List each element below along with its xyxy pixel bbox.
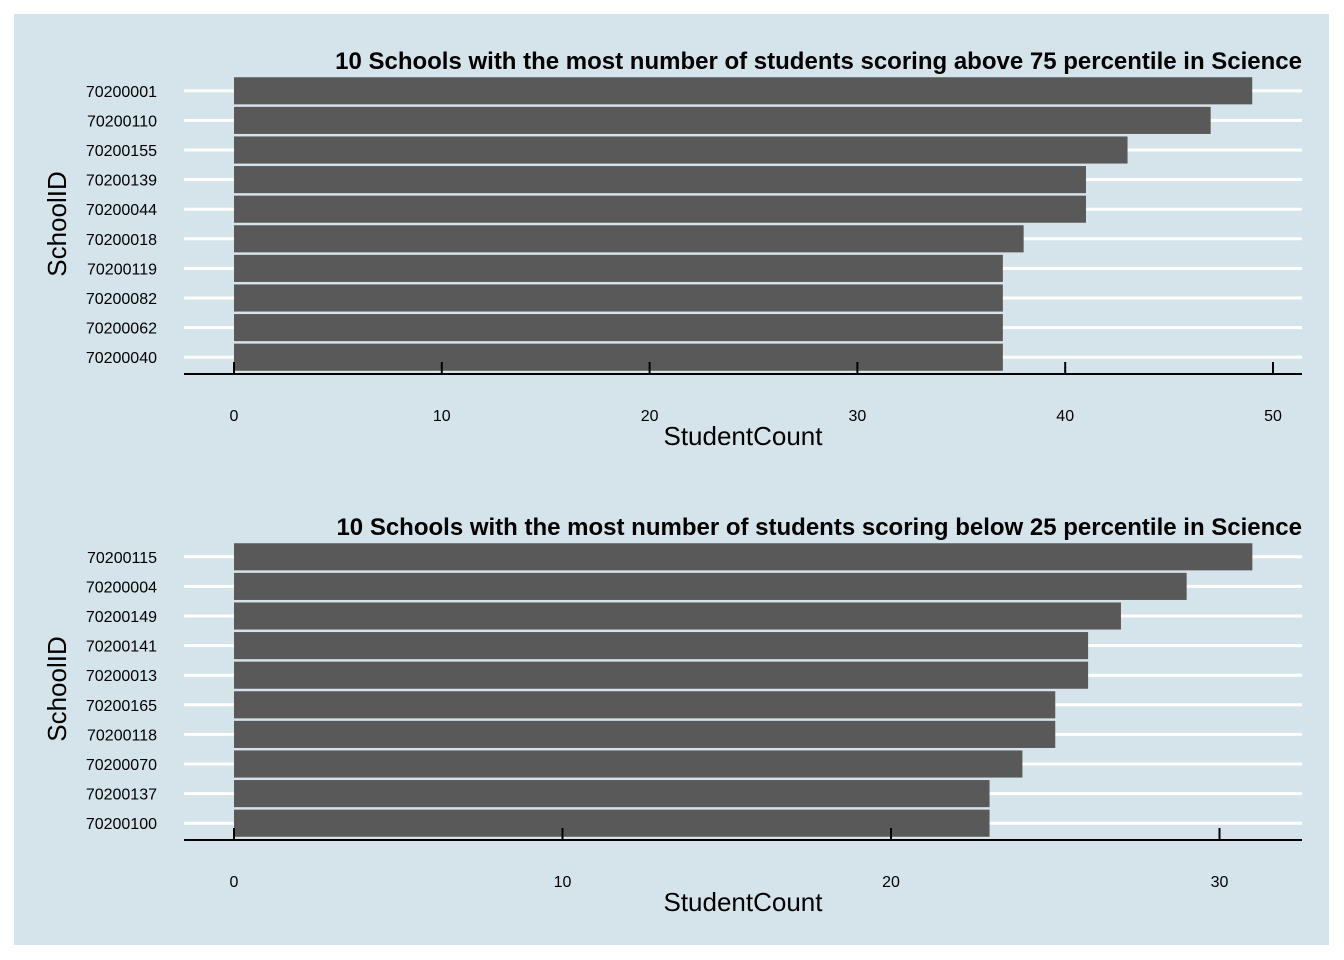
x-tick-label: 40 — [1056, 408, 1074, 425]
bar — [234, 543, 1253, 571]
bar — [234, 106, 1211, 134]
bar — [234, 195, 1086, 223]
bar — [234, 602, 1121, 630]
x-tick-label: 0 — [230, 874, 239, 891]
y-tick-label: 70200082 — [86, 291, 157, 308]
bar — [234, 254, 1003, 282]
x-tick-label: 20 — [641, 408, 659, 425]
y-tick-label: 70200149 — [86, 609, 157, 626]
bar — [234, 343, 1003, 371]
y-axis-label: SchoolID — [42, 636, 72, 742]
x-tick-label: 50 — [1264, 408, 1282, 425]
bar — [234, 136, 1128, 164]
y-tick-label: 70200040 — [86, 350, 157, 367]
y-tick-label: 70200165 — [86, 698, 157, 715]
y-tick-label: 70200118 — [87, 727, 157, 744]
bar — [234, 780, 990, 808]
y-axis-label: SchoolID — [42, 171, 72, 277]
x-tick-label: 0 — [230, 408, 239, 425]
bar — [234, 166, 1086, 194]
bar — [234, 225, 1024, 253]
x-tick-label: 30 — [849, 408, 867, 425]
x-tick-label: 30 — [1211, 874, 1229, 891]
bar — [234, 632, 1089, 660]
bar — [234, 284, 1003, 312]
chart-title: 10 Schools with the most number of stude… — [336, 514, 1302, 541]
bar — [234, 572, 1187, 600]
y-tick-label: 70200044 — [86, 202, 157, 219]
y-tick-label: 70200001 — [86, 84, 157, 101]
bar — [234, 750, 1023, 778]
bar — [234, 77, 1253, 105]
y-tick-label: 70200119 — [87, 261, 157, 278]
y-tick-label: 70200110 — [87, 113, 157, 130]
bar — [234, 720, 1056, 748]
y-tick-label: 70200137 — [86, 787, 157, 804]
chart-title: 10 Schools with the most number of stude… — [335, 48, 1302, 75]
bar — [234, 691, 1056, 719]
y-tick-label: 70200155 — [86, 143, 157, 160]
y-tick-label: 70200070 — [86, 757, 157, 774]
y-tick-label: 70200139 — [86, 173, 157, 190]
x-tick-label: 10 — [554, 874, 572, 891]
x-axis-label: StudentCount — [663, 421, 823, 451]
y-tick-label: 70200018 — [86, 232, 157, 249]
bar — [234, 809, 990, 837]
y-tick-label: 70200013 — [86, 668, 157, 685]
y-tick-label: 70200004 — [86, 579, 157, 596]
bar — [234, 314, 1003, 342]
x-tick-label: 10 — [433, 408, 451, 425]
y-tick-label: 70200062 — [86, 321, 157, 338]
bar — [234, 661, 1089, 689]
x-tick-label: 20 — [882, 874, 900, 891]
y-tick-label: 70200100 — [86, 816, 157, 833]
x-axis-label: StudentCount — [663, 887, 823, 917]
y-tick-label: 70200141 — [86, 639, 157, 656]
y-tick-label: 70200115 — [87, 550, 157, 567]
